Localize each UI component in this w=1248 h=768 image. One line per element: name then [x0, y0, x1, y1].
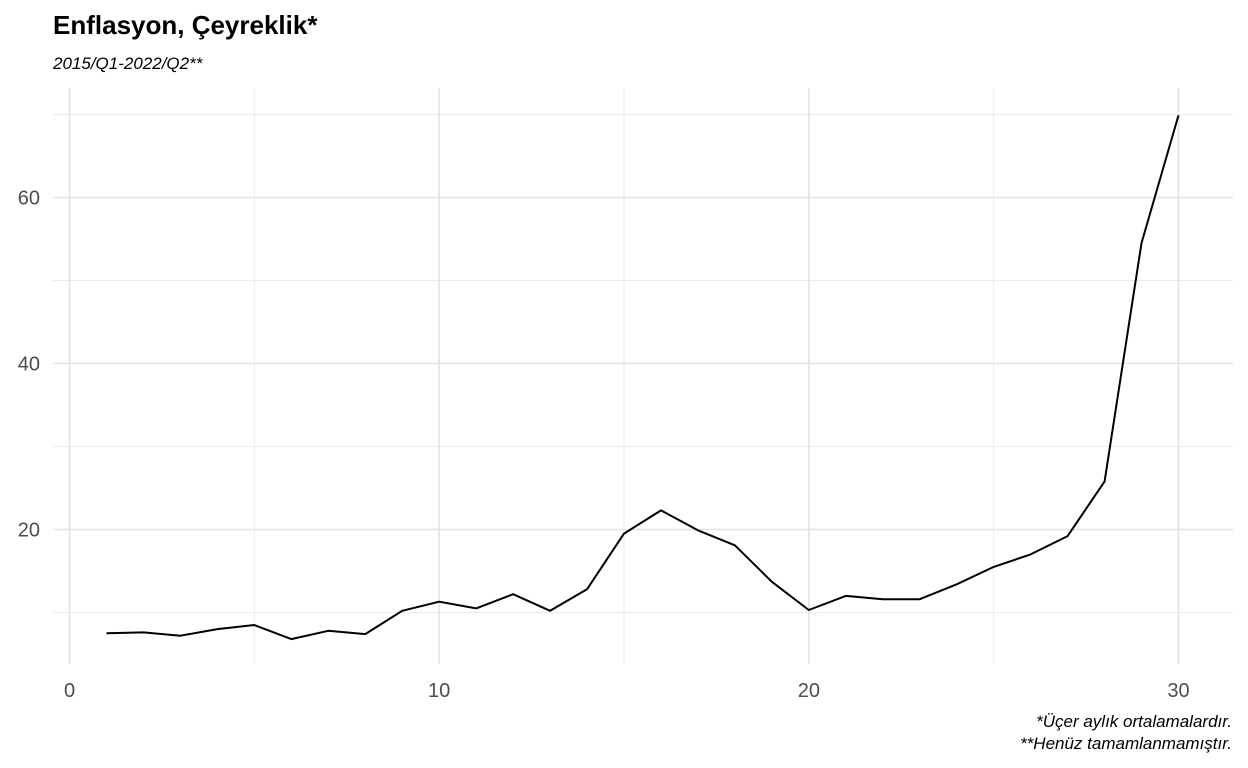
y-axis-tick-labels: 20 40 60 — [18, 188, 40, 542]
chart-title: Enflasyon, Çeyreklik* — [53, 10, 318, 40]
x-tick-label: 20 — [798, 680, 820, 702]
x-axis-tick-labels: 0 10 20 30 — [64, 680, 1190, 702]
caption-incomplete-note: **Henüz tamamlanmamıştır. — [1020, 734, 1232, 753]
major-gridlines — [53, 88, 1233, 664]
caption-quarterly-average-note: *Üçer aylık ortalamalardır. — [1036, 712, 1232, 731]
x-tick-label: 30 — [1167, 680, 1189, 702]
x-tick-label: 10 — [428, 680, 450, 702]
y-tick-label: 60 — [18, 188, 40, 210]
series-layer — [106, 115, 1180, 641]
y-tick-label: 40 — [18, 354, 40, 376]
minor-gridlines — [53, 88, 1233, 664]
chart-subtitle: 2015/Q1-2022/Q2** — [53, 54, 203, 73]
y-tick-label: 20 — [18, 520, 40, 542]
x-tick-label: 0 — [64, 680, 75, 702]
series-line — [106, 115, 1180, 641]
